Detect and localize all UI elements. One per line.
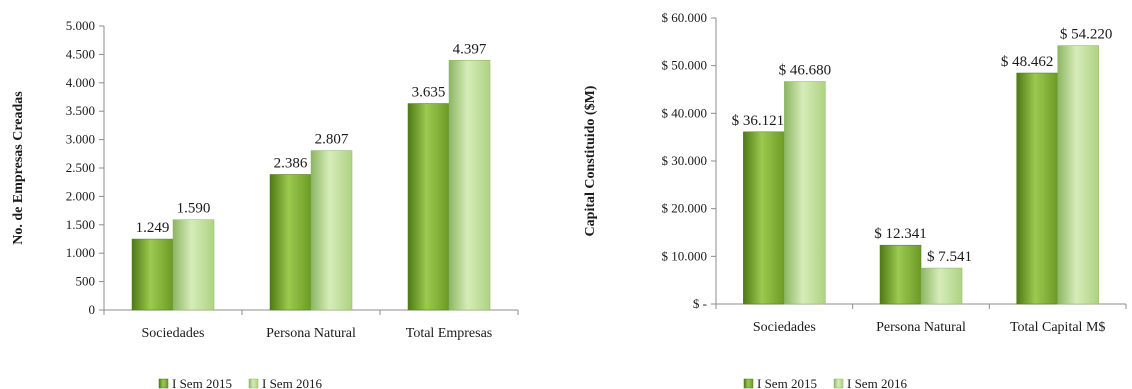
bar-2016 [920, 267, 963, 305]
data-label: $ 48.462 [1001, 54, 1054, 70]
y-axis-title: No. de Empresas Creadas [11, 91, 26, 245]
bar-2016 [1057, 45, 1099, 305]
bar-2015 [269, 174, 312, 311]
y-tick-label: 500 [76, 274, 96, 289]
capital-constituido-chart: $ - $ 10.000 $ 20.000 $ 30.000 $ 40.000 $ 50.… [583, 10, 1127, 389]
empresas-creadas-chart: 0 500 1.000 1.500 2.000 2.500 3.000 3.500 4.000 4… [11, 18, 519, 389]
data-label: $ 46.680 [779, 62, 832, 78]
y-tick-label: 4.500 [66, 46, 95, 61]
y-tick-label: 0 [89, 302, 96, 317]
category-label: Persona Natural [266, 326, 356, 341]
legend-label: I Sem 2016 [262, 376, 322, 389]
y-tick-label: $ 50.000 [662, 58, 708, 73]
y-tick-label: $ 20.000 [662, 201, 708, 216]
bar-2015 [879, 244, 922, 305]
y-tick-label: $ 60.000 [662, 10, 708, 25]
data-label: $ 7.541 [927, 249, 972, 265]
y-tick-label: 3.000 [66, 132, 95, 147]
data-label: 1.249 [136, 220, 170, 236]
data-label: 4.397 [453, 41, 487, 57]
category-label: Persona Natural [876, 320, 966, 335]
data-label: $ 12.341 [874, 226, 927, 242]
y-tick-label: 1.000 [66, 245, 95, 260]
bar-2015 [743, 131, 785, 305]
data-label: $ 54.220 [1060, 27, 1113, 43]
legend-swatch-2016 [833, 378, 844, 389]
y-tick-label: $ 10.000 [662, 248, 708, 263]
category-label: Sociedades [142, 326, 205, 341]
bar-2015 [131, 238, 174, 311]
category-label: Total Capital M$ [1010, 320, 1105, 335]
bar-2016 [784, 81, 826, 305]
y-tick-label: 2.500 [66, 160, 95, 175]
y-tick-label: 2.000 [66, 188, 95, 203]
legend-label: I Sem 2015 [172, 376, 232, 389]
data-label: 2.386 [274, 155, 308, 171]
y-tick-label: 3.500 [66, 103, 95, 118]
y-tick-label: $ 40.000 [662, 105, 708, 120]
bar-2016 [448, 60, 491, 311]
y-tick-label: 1.500 [66, 217, 95, 232]
bar-2016 [310, 150, 353, 311]
y-axis-title: Capital Constituido ($M) [583, 85, 598, 236]
legend-swatch-2016 [248, 378, 259, 389]
data-label: $ 36.121 [732, 113, 785, 129]
y-tick-label: $ 30.000 [662, 153, 708, 168]
category-label: Total Empresas [406, 326, 493, 341]
data-label: 2.807 [315, 132, 349, 148]
y-tick-label: $ - [693, 296, 707, 311]
legend-label: I Sem 2016 [847, 376, 907, 389]
bar-2015 [1016, 72, 1058, 305]
legend-label: I Sem 2015 [757, 376, 817, 389]
bar-2015 [407, 103, 450, 311]
bar-2016 [172, 219, 215, 311]
legend-swatch-2015 [743, 378, 754, 389]
y-tick-label: 4.000 [66, 75, 95, 90]
data-label: 1.590 [177, 201, 211, 217]
data-label: 3.635 [412, 85, 446, 101]
y-tick-label: 5.000 [66, 18, 95, 33]
legend-swatch-2015 [158, 378, 169, 389]
category-label: Sociedades [753, 320, 816, 335]
